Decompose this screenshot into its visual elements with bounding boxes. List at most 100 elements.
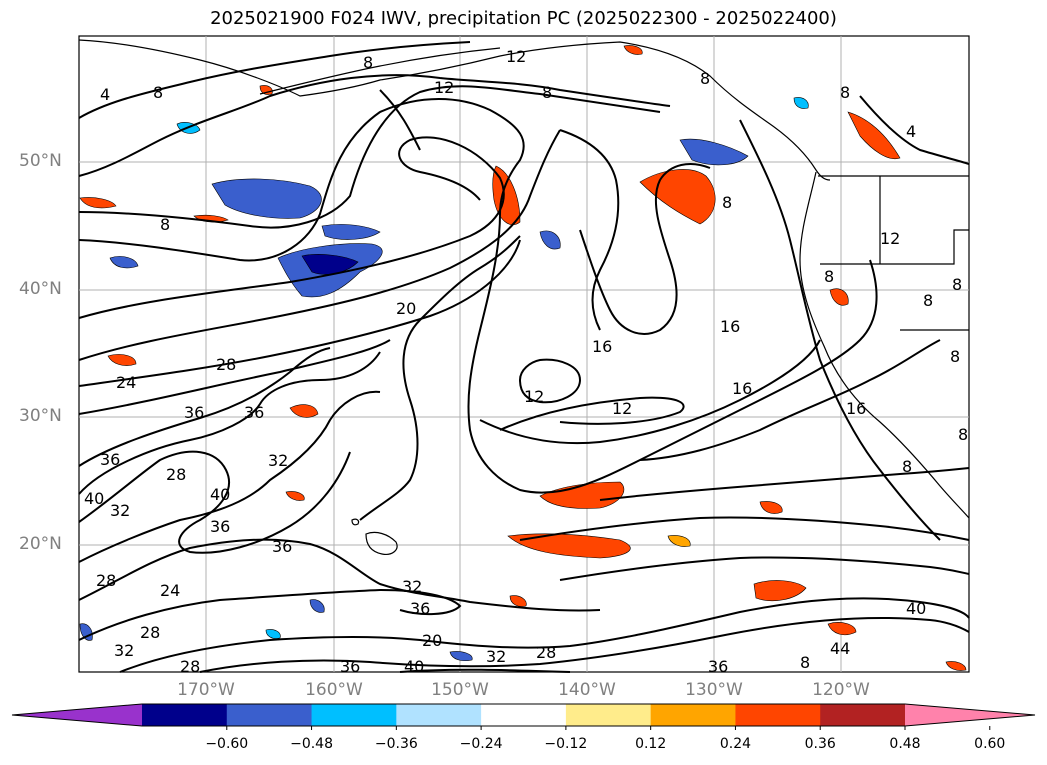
contour-line (518, 358, 582, 404)
precip-negative-patches (79, 97, 809, 662)
contour-label: 36 (708, 657, 728, 676)
colorbar-segment (650, 704, 736, 726)
precip-patch (623, 45, 643, 55)
contour-label: 12 (434, 78, 454, 97)
contour-label: 32 (110, 501, 130, 520)
contour-label: 16 (846, 399, 866, 418)
contour-line (639, 339, 941, 461)
contour-label: 24 (160, 581, 180, 600)
contour-label: 16 (732, 379, 752, 398)
contour-line (78, 74, 671, 177)
precip-patch (301, 254, 359, 275)
contour-label: 32 (268, 451, 288, 470)
colorbar-segment (820, 704, 906, 726)
lat-label-30: 30°N (19, 406, 62, 426)
lon-label-140w: 140°W (558, 680, 616, 700)
precip-patch (211, 178, 322, 219)
contour-label: 8 (153, 83, 163, 102)
contour-label: 36 (340, 657, 360, 676)
contour-label: 32 (486, 647, 506, 666)
contour-label: 4 (100, 85, 110, 104)
precip-patch (289, 404, 319, 418)
colorbar-extend-min (12, 704, 142, 726)
contour-label: 8 (542, 83, 552, 102)
colorbar-tick-label: 0.12 (635, 736, 667, 752)
contour-label: 28 (216, 355, 236, 374)
precip-patch (309, 599, 325, 613)
precip-patch (827, 622, 857, 636)
contour-line (78, 239, 521, 387)
contour-label: 36 (184, 403, 204, 422)
map-title: 2025021900 F024 IWV, precipitation PC (2… (210, 8, 837, 29)
precip-patch (539, 481, 625, 509)
map-frame (78, 35, 970, 673)
colorbar-segment (311, 704, 397, 726)
precip-patch (667, 535, 691, 547)
map-plot: 4 8 12 12 8 8 8 4 8 8 20 16 16 16 16 12 … (78, 35, 970, 676)
contour-label: 36 (244, 403, 264, 422)
contour-label: 28 (96, 571, 116, 590)
lat-label-50: 50°N (19, 151, 62, 171)
colorbar-segment (481, 704, 567, 726)
contour-line (78, 450, 351, 554)
contour-line (78, 339, 391, 415)
contour-line (78, 588, 462, 641)
lon-label-160w: 160°W (305, 680, 363, 700)
contour-label: 8 (722, 193, 732, 212)
contour-label: 32 (114, 641, 134, 660)
contour-label: 12 (612, 399, 632, 418)
contour-line (559, 129, 620, 331)
colorbar-outline (11, 703, 1036, 727)
contour-label: 12 (524, 387, 544, 406)
coastline-west-us (799, 171, 970, 519)
hawaii (365, 531, 398, 555)
precip-patch (759, 501, 783, 514)
contour-label: 8 (840, 83, 850, 102)
coastlines (78, 39, 970, 555)
contour-label: 8 (700, 69, 710, 88)
contour-label: 8 (902, 457, 912, 476)
contour-line (199, 617, 970, 673)
contour-line (119, 597, 970, 673)
precip-patch (679, 138, 749, 166)
colorbar (11, 703, 1036, 730)
contour-label: 40 (404, 657, 424, 676)
contour-line (359, 235, 521, 521)
contour-label: 44 (830, 639, 850, 658)
contour-label: 40 (210, 485, 230, 504)
contour-label: 8 (952, 275, 962, 294)
contour-label: 28 (536, 643, 556, 662)
iwv-contours (78, 41, 970, 673)
lon-label-150w: 150°W (431, 680, 489, 700)
precip-patch (79, 197, 117, 209)
colorbar-segment (226, 704, 313, 726)
lon-label-120w: 120°W (812, 680, 870, 700)
contour-line (78, 129, 561, 361)
colorbar-tick-label: 0.60 (974, 736, 1006, 752)
contour-label: 24 (116, 373, 136, 392)
colorbar-segments (11, 703, 1036, 730)
coastline-alaska (78, 39, 831, 181)
contour-label: 8 (950, 347, 960, 366)
colorbar-tick-label: −0.48 (290, 736, 333, 752)
contour-line (859, 95, 970, 165)
contour-label: 40 (906, 599, 926, 618)
colorbar-segment (142, 704, 228, 726)
contour-label: 8 (160, 215, 170, 234)
precip-patch (285, 491, 305, 501)
colorbar-extend-max (905, 704, 1035, 726)
contour-line (739, 119, 941, 541)
contour-label: 8 (824, 267, 834, 286)
contour-line (399, 668, 571, 673)
contour-label: 32 (402, 577, 422, 596)
precip-patch (321, 224, 381, 240)
contour-label: 36 (410, 599, 430, 618)
contour-label: 28 (140, 623, 160, 642)
contour-label: 16 (592, 337, 612, 356)
contour-line (78, 347, 331, 467)
colorbar-tick-label: −0.24 (459, 736, 503, 752)
contour-label: 8 (363, 53, 373, 72)
colorbar-segment (735, 704, 821, 726)
precip-patch (847, 111, 901, 160)
lat-label-20: 20°N (19, 534, 62, 554)
